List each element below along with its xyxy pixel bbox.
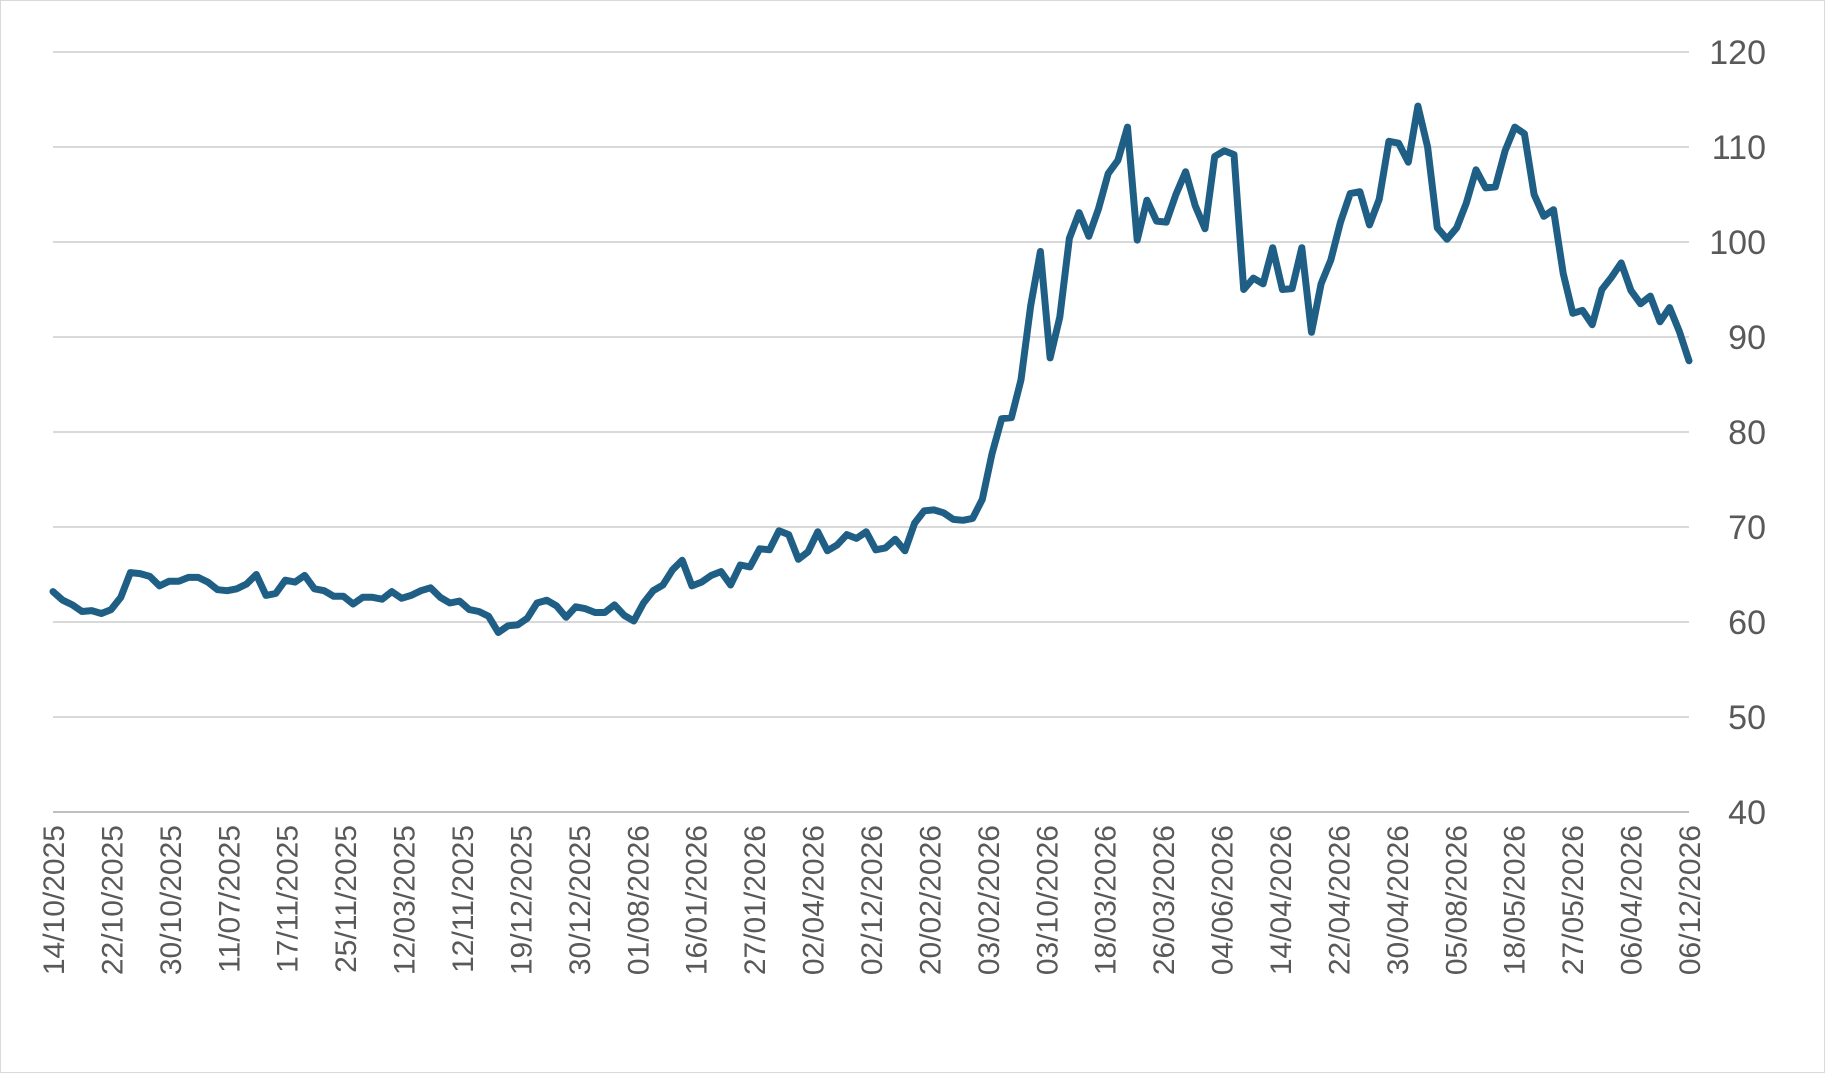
- x-tick-label: 03/02/2026: [973, 825, 1006, 975]
- x-tick-label: 03/10/2026: [1031, 825, 1064, 975]
- x-tick-label: 14/10/2025: [38, 825, 71, 975]
- x-tick-label: 30/12/2025: [564, 825, 597, 975]
- x-tick: 14/04/2026: [1265, 825, 1298, 975]
- x-tick: 25/11/2025: [330, 825, 363, 973]
- x-tick: 27/01/2026: [739, 825, 772, 975]
- x-tick: 17/11/2025: [272, 825, 305, 973]
- x-tick: 12/03/2025: [389, 825, 422, 975]
- x-tick: 11/07/2025: [213, 825, 246, 973]
- x-tick: 18/03/2026: [1090, 825, 1123, 975]
- y-axis-labels: 40 50 60 70 80 90 100 110 120: [1709, 34, 1766, 832]
- gridlines: [53, 51, 1689, 718]
- y-tick-label: 100: [1709, 224, 1766, 262]
- series-group: [49, 102, 1693, 636]
- x-tick-label: 17/11/2025: [272, 825, 305, 973]
- x-tick-label: 27/01/2026: [739, 825, 772, 975]
- x-tick-label: 02/04/2026: [798, 825, 831, 975]
- x-tick: 22/04/2026: [1323, 825, 1356, 975]
- x-tick: 30/04/2026: [1382, 825, 1415, 975]
- x-axis: 14/10/2025 22/10/2025 30/10/2025 11/07/2025…: [38, 811, 1707, 975]
- x-tick-label: 06/12/2026: [1674, 825, 1707, 975]
- y-tick-label: 90: [1728, 319, 1766, 357]
- x-tick-label: 30/04/2026: [1382, 825, 1415, 975]
- y-tick-label: 50: [1728, 699, 1766, 737]
- series-line: [49, 102, 1693, 636]
- x-tick-label: 16/01/2026: [681, 825, 714, 975]
- x-tick: 18/05/2026: [1499, 825, 1532, 975]
- x-tick: 03/02/2026: [973, 825, 1006, 975]
- x-tick: 14/10/2025: [38, 825, 71, 975]
- x-tick-label: 06/04/2026: [1616, 825, 1649, 975]
- x-tick-label: 12/11/2025: [447, 825, 480, 973]
- x-tick-label: 20/02/2026: [914, 825, 947, 975]
- x-tick: 02/04/2026: [798, 825, 831, 975]
- x-tick: 06/12/2026: [1674, 825, 1707, 975]
- x-tick-label: 22/10/2025: [96, 825, 129, 975]
- y-tick-label: 70: [1728, 509, 1766, 547]
- y-tick-label: 110: [1712, 129, 1766, 167]
- x-tick-label: 27/05/2026: [1557, 825, 1590, 975]
- x-tick: 01/08/2026: [622, 825, 655, 975]
- x-tick: 12/11/2025: [447, 825, 480, 973]
- x-tick: 02/12/2026: [856, 825, 889, 975]
- x-tick-label: 25/11/2025: [330, 825, 363, 973]
- y-tick-label: 60: [1728, 604, 1766, 642]
- x-tick-label: 26/03/2026: [1148, 825, 1181, 975]
- y-tick-label: 40: [1728, 794, 1766, 832]
- x-tick: 03/10/2026: [1031, 825, 1064, 975]
- x-tick-label: 02/12/2026: [856, 825, 889, 975]
- x-tick-label: 11/07/2025: [213, 825, 246, 973]
- x-tick: 30/12/2025: [564, 825, 597, 975]
- x-tick-label: 22/04/2026: [1323, 825, 1356, 975]
- y-tick-label: 80: [1728, 414, 1766, 452]
- x-tick-label: 18/05/2026: [1499, 825, 1532, 975]
- x-tick-label: 04/06/2026: [1207, 825, 1240, 975]
- x-tick-label: 19/12/2025: [505, 825, 538, 975]
- y-tick-label: 120: [1709, 34, 1766, 72]
- x-tick: 19/12/2025: [505, 825, 538, 975]
- x-tick: 30/10/2025: [155, 825, 188, 975]
- x-tick: 22/10/2025: [96, 825, 129, 975]
- x-tick-label: 14/04/2026: [1265, 825, 1298, 975]
- x-tick-label: 01/08/2026: [622, 825, 655, 975]
- x-tick-label: 18/03/2026: [1090, 825, 1123, 975]
- x-tick-label: 30/10/2025: [155, 825, 188, 975]
- x-tick: 26/03/2026: [1148, 825, 1181, 975]
- x-tick: 27/05/2026: [1557, 825, 1590, 975]
- x-tick: 16/01/2026: [681, 825, 714, 975]
- x-tick: 04/06/2026: [1207, 825, 1240, 975]
- x-tick: 06/04/2026: [1616, 825, 1649, 975]
- x-tick: 20/02/2026: [914, 825, 947, 975]
- x-tick-label: 12/03/2025: [389, 825, 422, 975]
- x-tick-label: 05/08/2026: [1440, 825, 1473, 975]
- x-tick: 05/08/2026: [1440, 825, 1473, 975]
